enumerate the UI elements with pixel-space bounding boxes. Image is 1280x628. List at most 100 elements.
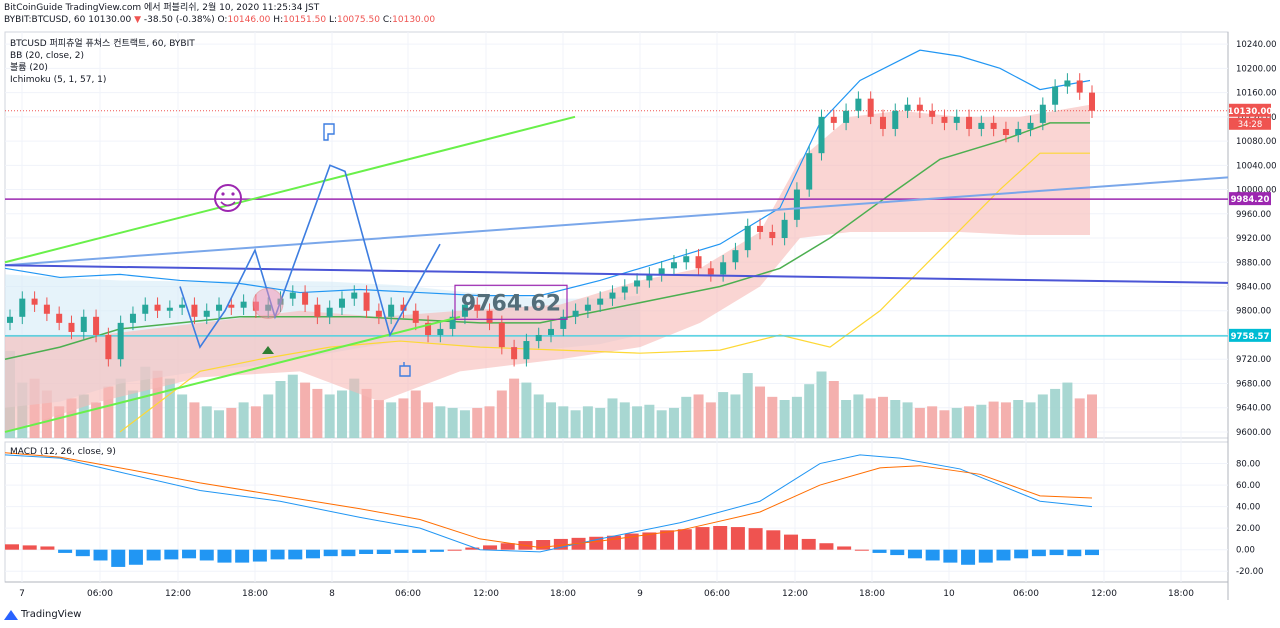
candle-body <box>68 322 75 332</box>
indicator-ichimoku[interactable]: Ichimoku (5, 1, 57, 1) <box>10 75 107 85</box>
candle-body <box>560 316 567 329</box>
signal-line <box>4 452 1093 549</box>
candle-body <box>461 304 468 317</box>
volume-bar <box>693 394 704 438</box>
candle-body <box>683 256 690 263</box>
macd-tick-label: -20.00 <box>1236 567 1263 577</box>
candle-body <box>584 304 591 311</box>
smiley-eye <box>231 192 235 196</box>
green-trendline-upper <box>4 115 576 264</box>
volume-bar <box>91 402 102 438</box>
candle-body <box>769 231 776 239</box>
y-tick-label: 9800.00 <box>1236 307 1271 317</box>
macd-histogram-bar <box>376 549 391 554</box>
candle-body <box>129 313 136 323</box>
volume-bar <box>201 406 212 438</box>
price-label-box <box>1229 103 1271 117</box>
candle-body <box>314 304 321 317</box>
volume-bar <box>336 390 347 438</box>
volume-bar <box>1025 402 1036 438</box>
volume-bar <box>656 410 667 438</box>
candle-body <box>437 328 444 335</box>
volume-bar <box>902 402 913 438</box>
x-tick-label: 12:00 <box>165 589 191 599</box>
macd-histogram-bar <box>128 549 143 565</box>
macd-histogram-bar <box>146 549 161 561</box>
candle-body <box>375 310 382 317</box>
x-tick-label: 06:00 <box>704 589 730 599</box>
candle-body <box>720 262 727 275</box>
indicator-title[interactable]: BTCUSD 퍼피츄얼 퓨쳐스 컨트랙트, 60, BYBIT <box>10 39 195 49</box>
x-tick-label: 12:00 <box>782 589 808 599</box>
candle-body <box>498 322 505 348</box>
y-tick-label: 9840.00 <box>1236 283 1271 293</box>
volume-bar <box>558 406 569 438</box>
indicator-volume[interactable]: 볼륨 (20) <box>10 63 48 73</box>
volume-bar <box>287 374 298 438</box>
indicator-bb[interactable]: BB (20, close, 2) <box>10 51 85 61</box>
macd-histogram-bar <box>235 549 250 563</box>
volume-bar <box>681 396 692 438</box>
macd-histogram-bar <box>447 549 462 551</box>
blue-trendline <box>4 176 1229 267</box>
candle-body <box>240 301 247 308</box>
x-tick-label: 18:00 <box>242 589 268 599</box>
macd-histogram-bar <box>341 549 356 557</box>
candle-body <box>572 310 579 317</box>
candle-body <box>351 292 358 299</box>
macd-histogram-bar <box>182 549 197 559</box>
macd-histogram-bar <box>837 546 852 550</box>
volume-bar <box>1013 400 1024 438</box>
candle-body <box>855 98 862 111</box>
volume-bar <box>730 394 741 438</box>
macd-histogram-bar <box>642 532 657 550</box>
macd-histogram-bar <box>1067 549 1082 557</box>
volume-bar <box>66 398 77 438</box>
volume-bar <box>361 388 372 438</box>
macd-histogram-bar <box>996 549 1011 561</box>
tradingview-logo[interactable]: TradingView <box>4 609 81 620</box>
candle-body <box>511 347 518 360</box>
volume-bar <box>509 378 520 438</box>
candle-body <box>609 292 616 299</box>
ichimoku-cloud <box>5 104 1090 432</box>
c-value: 10130.00 <box>392 15 436 25</box>
candle-body <box>142 304 149 314</box>
h-label: H: <box>273 15 284 25</box>
volume-bar <box>214 410 225 438</box>
candle-body <box>892 110 899 129</box>
volume-bar <box>1087 394 1097 438</box>
candle-body <box>449 316 456 329</box>
volume-bar <box>546 402 556 438</box>
volume-bar <box>1000 402 1011 438</box>
macd-histogram-bar <box>978 549 993 563</box>
volume-bar <box>250 406 261 438</box>
volume-bar <box>410 390 421 438</box>
volume-bar <box>78 394 89 438</box>
x-tick-label: 18:00 <box>550 589 576 599</box>
time-axis: 7 06:00 12:00 18:00 8 06:00 12:00 18:00 9 06:00 12… <box>19 589 1194 599</box>
candle-body <box>744 225 751 251</box>
candle-body <box>929 110 936 117</box>
volume-bar <box>853 394 864 438</box>
macd-histogram-bar <box>288 549 303 560</box>
indicator-macd[interactable]: MACD (12, 26, close, 9) <box>10 447 116 457</box>
candle-body <box>302 292 309 305</box>
macd-histogram-bar <box>1031 549 1046 557</box>
volume-bar <box>373 400 384 438</box>
candle-body <box>732 250 739 263</box>
candle-body <box>658 268 665 275</box>
macd-pane <box>4 452 1099 567</box>
candle-body <box>867 98 874 117</box>
price-label-box <box>1229 328 1271 342</box>
volume-bar <box>533 394 544 438</box>
candle-body <box>830 116 837 123</box>
volume-bar <box>988 401 999 438</box>
macd-histogram-bar <box>217 549 232 563</box>
candles <box>7 73 1095 367</box>
y-tick-label: 9920.00 <box>1236 234 1271 244</box>
volume-bar <box>718 392 729 438</box>
volume-bar <box>312 388 323 438</box>
candle-body <box>338 298 345 308</box>
